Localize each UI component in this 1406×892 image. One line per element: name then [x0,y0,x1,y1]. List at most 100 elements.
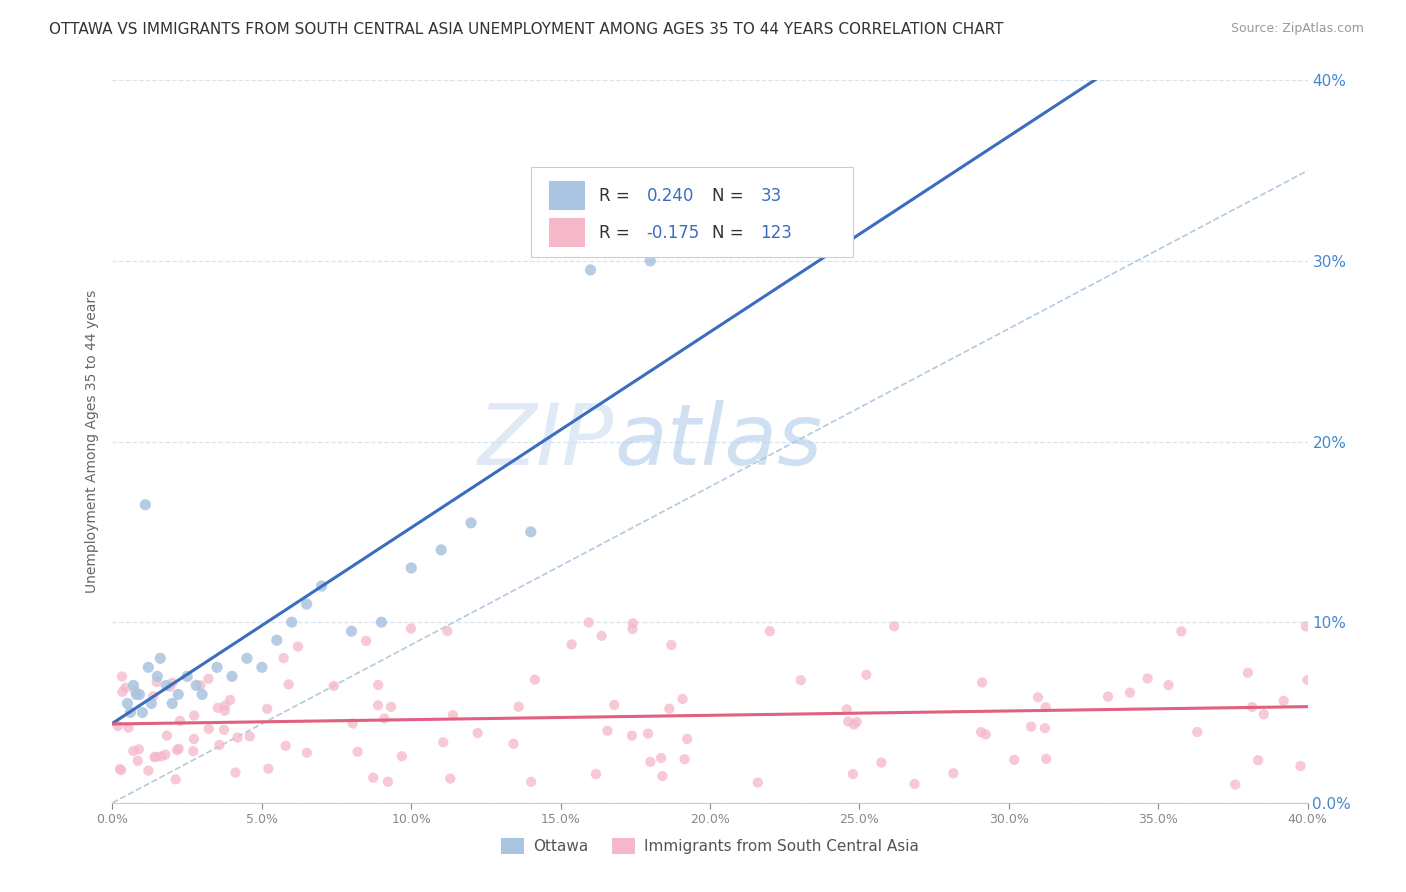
Text: OTTAWA VS IMMIGRANTS FROM SOUTH CENTRAL ASIA UNEMPLOYMENT AMONG AGES 35 TO 44 YE: OTTAWA VS IMMIGRANTS FROM SOUTH CENTRAL … [49,22,1004,37]
Point [111,685,134,699]
Point [561,637,583,651]
Point [1035,700,1057,714]
Point [380,699,402,714]
Point [603,698,626,712]
Point [128,687,150,701]
Point [377,774,399,789]
Point [340,624,363,639]
Point [640,755,662,769]
Point [257,762,280,776]
Point [842,767,865,781]
Point [367,698,389,713]
Text: R =: R = [599,224,636,242]
Point [1033,721,1056,735]
Point [845,714,868,729]
Text: 33: 33 [761,186,782,204]
Point [520,524,543,539]
Point [266,633,288,648]
Point [661,638,683,652]
Point [502,737,524,751]
Point [138,764,160,778]
Point [441,708,464,723]
Point [1296,673,1319,687]
Point [149,651,172,665]
Point [277,677,299,691]
Point [122,744,145,758]
Point [295,746,318,760]
Point [214,704,236,718]
Point [134,498,156,512]
Point [150,749,173,764]
Text: N =: N = [713,224,749,242]
Point [1097,690,1119,704]
Point [342,716,364,731]
Point [273,651,295,665]
Point [322,679,344,693]
Point [439,772,461,786]
Point [520,774,543,789]
Point [373,712,395,726]
Point [159,680,181,694]
Point [138,660,160,674]
Point [205,660,228,674]
Text: Source: ZipAtlas.com: Source: ZipAtlas.com [1230,22,1364,36]
Point [146,669,169,683]
Point [1002,753,1025,767]
Point [640,254,662,268]
Point [1237,665,1260,680]
Point [637,726,659,740]
Point [145,675,167,690]
Point [207,701,229,715]
Point [122,678,145,692]
Bar [548,181,585,210]
Point [620,729,643,743]
Point [676,731,699,746]
Point [111,669,134,683]
Point [370,615,392,630]
Point [436,624,458,638]
Point [162,676,184,690]
Point [361,771,384,785]
Point [167,741,190,756]
Point [143,750,166,764]
Point [190,678,212,692]
Point [1035,752,1057,766]
Point [114,681,136,695]
Point [169,714,191,728]
Point [1019,720,1042,734]
Point [107,719,129,733]
Point [621,622,644,636]
Point [274,739,297,753]
Point [1253,707,1275,722]
Point [287,640,309,654]
Bar [548,219,585,247]
Point [166,743,188,757]
Point [145,749,167,764]
Point [391,749,413,764]
Point [855,667,877,681]
Point [311,579,333,593]
Y-axis label: Unemployment Among Ages 35 to 44 years: Unemployment Among Ages 35 to 44 years [86,290,100,593]
Point [671,692,693,706]
Point [401,561,423,575]
Point [226,731,249,745]
Point [460,516,482,530]
Point [974,727,997,741]
Point [167,687,190,701]
Point [870,756,893,770]
Point [1026,690,1049,705]
Text: 0.240: 0.240 [647,186,695,204]
Point [346,745,368,759]
Point [747,775,769,789]
Point [295,597,318,611]
Point [842,717,865,731]
Point [181,744,204,758]
Point [673,752,696,766]
Point [1225,778,1247,792]
Point [1170,624,1192,639]
Point [430,542,453,557]
Text: atlas: atlas [614,400,823,483]
Point [367,678,389,692]
Point [650,751,672,765]
Text: ZIP: ZIP [478,400,614,483]
